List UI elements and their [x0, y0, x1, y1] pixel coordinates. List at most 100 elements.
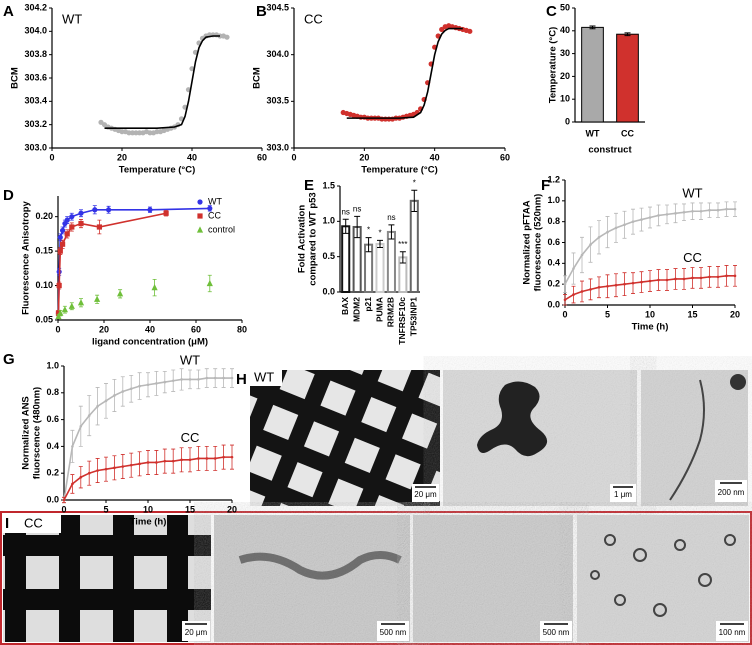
panel-letter: H — [236, 371, 247, 388]
series-label: WT — [682, 185, 702, 200]
marker — [674, 212, 677, 215]
marker — [648, 279, 652, 283]
marker — [64, 231, 70, 237]
x-tick-label: 20 — [117, 152, 127, 162]
marker — [580, 290, 584, 293]
x-axis-label: ligand concentration (μM) — [92, 337, 208, 348]
x-tick-label: 60 — [191, 324, 201, 334]
marker — [665, 213, 669, 216]
marker — [222, 376, 225, 380]
panel-label: CC — [304, 11, 323, 26]
marker — [733, 207, 737, 211]
marker — [648, 216, 652, 219]
y-tick-label: 0.2 — [547, 279, 560, 289]
y-tick-label: 0.0 — [322, 286, 335, 296]
scale-label: 200 nm — [718, 488, 745, 497]
series-label: CC — [181, 430, 200, 445]
scale-box — [540, 621, 572, 641]
marker — [213, 376, 217, 380]
scale-box — [715, 480, 747, 502]
x-tick-label: 60 — [257, 152, 267, 162]
marker — [138, 384, 141, 388]
x-tick-label: 40 — [145, 324, 155, 334]
marker — [467, 28, 473, 34]
marker — [121, 390, 125, 393]
x-axis-label: Time (h) — [632, 322, 669, 333]
marker — [57, 248, 63, 254]
marker — [60, 241, 66, 247]
marker — [57, 234, 63, 240]
series-line — [346, 27, 463, 119]
x-tick-label: 60 — [500, 152, 510, 162]
marker — [64, 217, 70, 223]
marker — [725, 207, 728, 211]
y-tick-label: 0.6 — [46, 414, 59, 424]
bar — [341, 225, 351, 293]
error-bar — [377, 239, 383, 248]
legend-marker — [197, 199, 203, 205]
error-bar — [399, 251, 406, 264]
marker — [188, 378, 192, 381]
y-tick-label: 0.2 — [46, 468, 59, 478]
x-tick-label: 40 — [187, 152, 197, 162]
marker — [78, 220, 84, 227]
marker — [205, 376, 209, 380]
significance: * — [378, 229, 381, 238]
marker — [79, 475, 83, 479]
marker — [699, 209, 703, 213]
x-tick-label: 15 — [185, 504, 195, 514]
marker — [171, 459, 175, 463]
marker — [206, 279, 213, 287]
marker — [180, 378, 183, 381]
scale-box — [182, 621, 210, 641]
label-box — [3, 515, 61, 533]
panel-letter: E — [304, 177, 314, 194]
y-tick-label: 0.0 — [547, 299, 560, 309]
marker — [708, 208, 711, 212]
marker — [699, 276, 703, 280]
legend-label: control — [208, 224, 235, 234]
scale-label: 100 nm — [719, 628, 746, 637]
marker — [117, 290, 124, 297]
marker — [96, 224, 102, 230]
y-tick-label: 303.0 — [266, 142, 289, 152]
marker — [104, 399, 108, 403]
y-tick-label: 40 — [560, 25, 570, 35]
y-tick-label: 303.2 — [24, 119, 47, 129]
y-tick-label: 0 — [565, 116, 570, 126]
y-tick-label: 0.8 — [46, 387, 59, 397]
bar — [386, 230, 396, 293]
series-label: WT — [180, 352, 200, 367]
y-axis-label: Normalized ANS — [21, 396, 32, 470]
x-tick-label: 5 — [103, 504, 108, 514]
y-tick-label: 0.6 — [547, 237, 560, 247]
x-tick-label: 20 — [99, 324, 109, 334]
marker — [56, 282, 62, 289]
panel-h: H WT 20 μm 1 μm 200 nm — [236, 369, 748, 506]
panel-letter: A — [3, 3, 14, 20]
marker — [129, 463, 133, 467]
marker — [147, 207, 153, 213]
bar — [616, 33, 639, 123]
y-axis-label: fluorscence (480nm) — [32, 387, 43, 479]
x-axis-label: Time (h) — [130, 517, 167, 528]
panel-letter: C — [546, 3, 557, 20]
scale-label: 20 μm — [185, 628, 208, 637]
marker — [716, 275, 720, 279]
y-tick-label: 1.5 — [322, 180, 335, 190]
x-tick-label: 80 — [237, 324, 247, 334]
marker — [188, 458, 192, 462]
marker — [171, 379, 175, 383]
marker — [640, 218, 643, 221]
marker — [205, 457, 209, 460]
legend-label: CC — [208, 210, 221, 220]
x-tick-label: 0 — [562, 309, 567, 319]
x-tick-label: TP53INP1 — [409, 297, 419, 336]
marker — [580, 253, 584, 257]
marker — [197, 378, 200, 381]
aggregate — [477, 381, 548, 457]
marker — [96, 404, 99, 408]
marker — [589, 288, 592, 291]
significance: ns — [387, 213, 395, 222]
y-tick-label: 10 — [560, 94, 570, 104]
